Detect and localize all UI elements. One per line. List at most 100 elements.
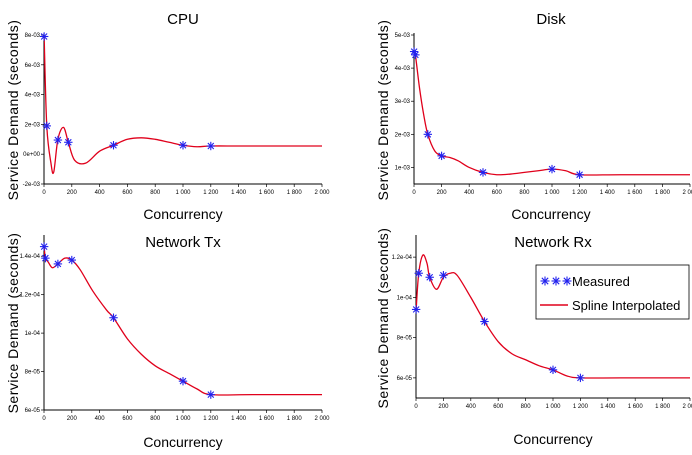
legend-label-measured: Measured (572, 274, 630, 289)
x-tick-label: 1 000 (175, 416, 191, 422)
measured-point (41, 253, 50, 263)
x-tick-label: 800 (150, 190, 161, 196)
y-tick-label: 1.2e-04 (392, 255, 413, 261)
y-tick-label: 1e-04 (397, 295, 413, 301)
measured-point (575, 170, 584, 179)
y-tick-label: 0e+00 (23, 152, 41, 158)
y-tick-label: 8e-05 (397, 336, 413, 342)
legend: Measured Spline Interpolated (535, 264, 690, 320)
x-tick-label: 400 (95, 416, 106, 422)
y-tick-label: 1.4e-04 (20, 254, 41, 260)
measured-point (109, 141, 118, 150)
measured-point (109, 313, 118, 322)
chart-title: CPU (167, 11, 199, 28)
x-axis-label: Concurrency (511, 206, 590, 222)
x-tick-label: 200 (438, 404, 449, 410)
x-tick-label: 400 (466, 404, 477, 410)
panel-network-rx: Network Rx Concurrency Service Demand (sec… (375, 228, 692, 447)
x-tick-label: 0 (42, 416, 46, 422)
x-tick-label: 800 (150, 416, 161, 422)
measured-point (423, 130, 432, 139)
y-tick-label: 6e-05 (397, 376, 413, 382)
x-tick-label: 1 400 (600, 190, 616, 196)
measured-point (53, 135, 63, 145)
measured-point (411, 305, 421, 314)
measured-point (425, 273, 434, 282)
spline-series-line (414, 50, 690, 176)
x-tick-label: 400 (95, 190, 106, 196)
legend-marker-star (540, 276, 550, 286)
measured-point (548, 365, 558, 375)
legend-marker-star (551, 276, 561, 286)
x-tick-label: 1 200 (573, 404, 589, 410)
y-axis-label: Service Demand (seconds) (375, 228, 391, 409)
y-tick-label: 1.2e-04 (20, 293, 41, 299)
x-tick-label: 600 (492, 190, 503, 196)
x-axis-label: Concurrency (143, 206, 222, 222)
panel-disk: Disk Concurrency Service Demand (seconds) 0… (375, 11, 692, 222)
x-tick-label: 800 (521, 404, 532, 410)
x-tick-label: 1 000 (544, 190, 560, 196)
panel-cpu: CPU Concurrency Service Demand (seconds) 0 2… (5, 11, 330, 222)
measured-point (576, 373, 585, 383)
x-tick-label: 1 800 (655, 404, 671, 410)
y-tick-label: 6e-03 (25, 63, 41, 69)
y-tick-label: 1e-04 (25, 331, 41, 337)
measured-point (53, 259, 63, 269)
x-tick-label: 2 000 (682, 190, 692, 196)
chart-title: Disk (536, 11, 566, 28)
x-tick-label: 1 200 (572, 190, 588, 196)
measured-point (437, 151, 446, 161)
x-tick-label: 1 000 (545, 404, 561, 410)
legend-box (535, 264, 690, 320)
y-tick-label: 2e-03 (395, 132, 411, 138)
legend-marker-star (562, 276, 572, 286)
y-axis-label: Service Demand (seconds) (5, 20, 21, 201)
y-tick-label: 4e-03 (25, 93, 41, 99)
y-axis-label: Service Demand (seconds) (375, 20, 391, 201)
x-tick-label: 0 (412, 190, 416, 196)
x-tick-label: 1 600 (259, 416, 275, 422)
x-tick-label: 1 400 (231, 416, 247, 422)
measured-point (67, 255, 76, 265)
chart-title: Network Rx (514, 234, 592, 251)
y-tick-label: 5e-03 (395, 33, 411, 39)
measured-point (39, 242, 49, 251)
measured-point (206, 141, 215, 151)
y-tick-label: 3e-03 (395, 99, 411, 105)
measured-point (64, 138, 73, 147)
measured-point (478, 168, 488, 177)
x-tick-label: 0 (42, 190, 46, 196)
y-tick-label: 6e-05 (25, 408, 41, 414)
y-tick-label: 8e-05 (25, 370, 41, 376)
x-tick-label: 1 400 (231, 190, 247, 196)
x-tick-label: 600 (122, 190, 133, 196)
x-tick-label: 600 (122, 416, 133, 422)
x-tick-label: 0 (414, 404, 418, 410)
x-tick-label: 1 200 (203, 416, 219, 422)
x-tick-label: 600 (493, 404, 504, 410)
chart-title: Network Tx (145, 234, 221, 251)
x-tick-label: 2 000 (682, 404, 692, 410)
measured-point (480, 317, 489, 326)
x-tick-label: 1 000 (175, 190, 191, 196)
spline-series-line (416, 254, 690, 379)
spline-series-line (44, 246, 322, 396)
x-tick-label: 1 800 (655, 190, 671, 196)
y-axis-label: Service Demand (seconds) (5, 233, 21, 414)
measured-point (414, 269, 423, 278)
x-tick-label: 1 200 (203, 190, 219, 196)
x-axis-label: Concurrency (143, 434, 222, 450)
x-tick-label: 400 (464, 190, 475, 196)
measured-point (178, 376, 188, 386)
x-tick-label: 200 (67, 416, 78, 422)
y-tick-label: 2e-03 (25, 122, 41, 128)
measured-point (206, 390, 215, 399)
measured-point (42, 121, 51, 131)
measured-point (39, 32, 49, 41)
y-tick-label: 4e-03 (395, 66, 411, 72)
panel-network-tx: Network Tx Concurrency Service Demand (sec… (5, 233, 330, 450)
legend-marker-sample (540, 276, 572, 286)
legend-label-spline: Spline Interpolated (572, 298, 680, 313)
